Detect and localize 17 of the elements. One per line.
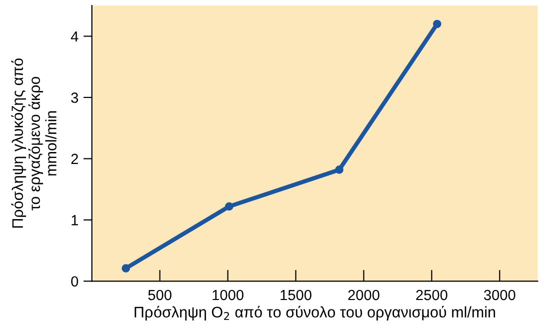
point bbox=[122, 264, 130, 272]
point bbox=[432, 20, 442, 28]
x-axis-title: Πρόσληψη O$_{2}$ από το σύνολο του οργανισμού ml/min bbox=[134, 306, 496, 321]
x-tick-label: 2500 bbox=[416, 290, 448, 300]
point bbox=[225, 202, 234, 211]
y-tick-label: 2 bbox=[71, 154, 78, 164]
y-tick-label: 3 bbox=[71, 92, 78, 103]
y-axis-title: Πρόσληψη γλυκόζης από το εργαζόμενο άκρο mmol/min bbox=[11, 58, 56, 228]
y-tick-label: 0 bbox=[71, 276, 78, 287]
y-tick-label: 1 bbox=[72, 215, 78, 226]
point bbox=[335, 166, 344, 174]
x-tick-label: 1000 bbox=[212, 290, 244, 300]
y-tick-label: 4 bbox=[70, 31, 78, 42]
x-tick-label: 500 bbox=[148, 290, 172, 300]
x-tick-label: 3000 bbox=[484, 290, 516, 300]
x-tick-label: 1500 bbox=[280, 290, 312, 300]
x-tick-label: 2000 bbox=[348, 290, 380, 300]
